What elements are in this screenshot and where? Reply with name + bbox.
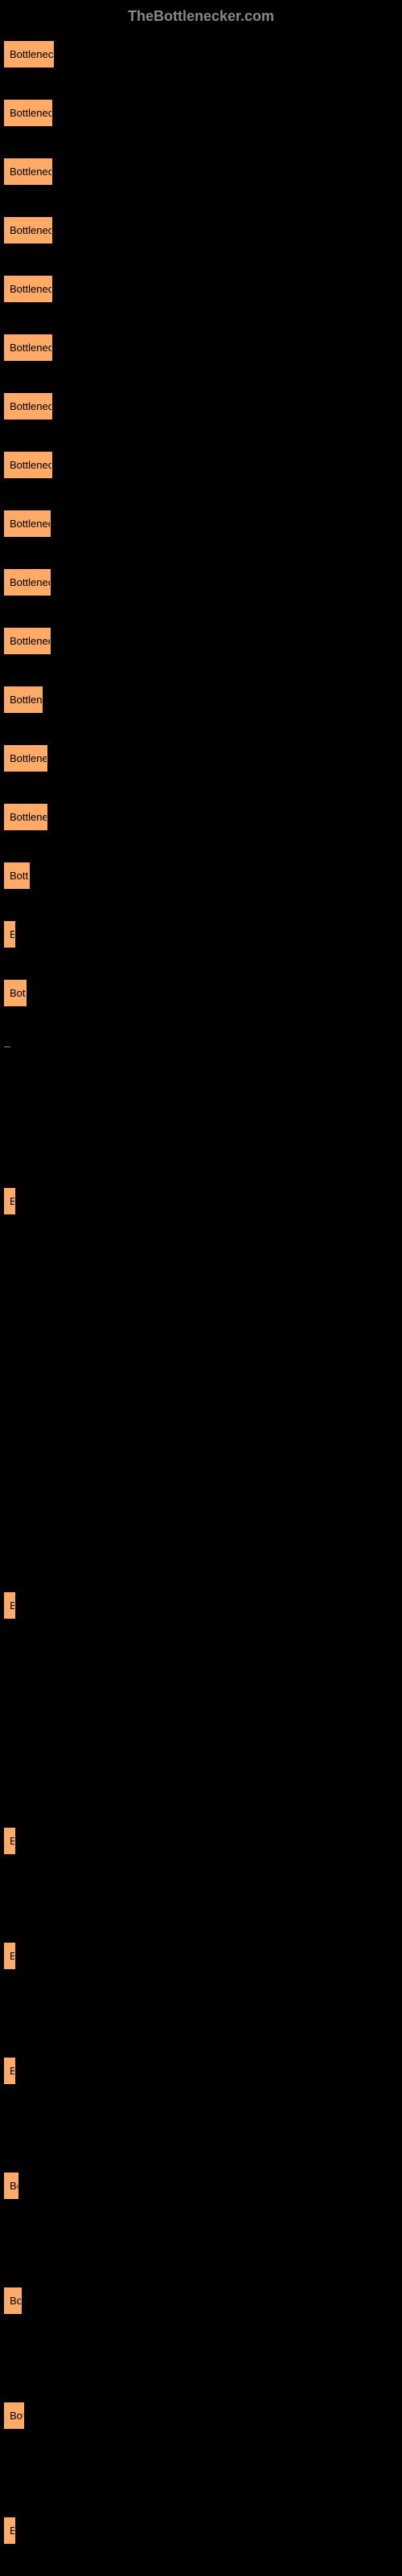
result-item: Bottleneck re <box>4 628 402 658</box>
bottleneck-badge[interactable]: Bo <box>4 1943 15 1969</box>
result-item: Bot <box>4 2173 402 2203</box>
result-item: Bottleneck re <box>4 510 402 541</box>
bottleneck-badge[interactable]: B <box>4 1828 15 1854</box>
site-header: TheBottlenecker.com <box>0 0 402 33</box>
bottleneck-badge[interactable]: Bottleneck <box>4 686 43 713</box>
bottleneck-badge[interactable]: Bottleneck res <box>4 393 52 420</box>
bottleneck-badge[interactable]: Bot <box>4 2173 18 2199</box>
result-item: Bottleneck r <box>4 745 402 776</box>
result-item: Bottleneck re <box>4 569 402 600</box>
result-item: B <box>4 921 402 952</box>
bottleneck-badge[interactable]: Bottleneck re <box>4 510 51 537</box>
results-list: Bottleneck resu Bottleneck res Bottleneck … <box>0 41 402 2548</box>
result-item: Bo <box>4 2058 402 2088</box>
bottleneck-badge[interactable]: Bottler <box>4 862 30 889</box>
bottleneck-badge[interactable]: Bottleneck res <box>4 276 52 302</box>
bottleneck-badge[interactable]: Bottleneck res <box>4 158 52 185</box>
result-item: Bottle <box>4 980 402 1010</box>
result-item: Bottleneck res <box>4 452 402 482</box>
bottleneck-badge[interactable]: Bottleneck re <box>4 628 51 654</box>
bottleneck-badge[interactable]: Bottl <box>4 2402 24 2429</box>
result-item: Bottleneck res <box>4 334 402 365</box>
result-item: Bottleneck resu <box>4 41 402 72</box>
result-item: Bottleneck res <box>4 158 402 189</box>
bottleneck-badge[interactable]: B <box>4 1592 15 1619</box>
bottleneck-badge[interactable]: Bottleneck r <box>4 745 47 772</box>
bottleneck-badge[interactable]: Bo <box>4 1188 15 1214</box>
result-item: Bo <box>4 1943 402 1973</box>
bottleneck-badge[interactable]: Bo <box>4 2517 15 2544</box>
result-item: Bottleneck <box>4 686 402 717</box>
result-item: Bo <box>4 1188 402 1218</box>
site-title: TheBottlenecker.com <box>128 8 274 24</box>
separator-line <box>4 1046 10 1047</box>
result-item: Bottl <box>4 2402 402 2433</box>
bottleneck-badge[interactable]: Bottleneck resu <box>4 41 54 68</box>
bottleneck-badge[interactable]: Bottleneck res <box>4 452 52 478</box>
result-item: B <box>4 1828 402 1858</box>
result-item: Bottleneck res <box>4 100 402 130</box>
bottleneck-badge[interactable]: Bott <box>4 2287 22 2314</box>
bottleneck-badge[interactable]: Bottleneck res <box>4 100 52 126</box>
result-item: Bottleneck res <box>4 276 402 306</box>
bottleneck-badge[interactable]: Bottle <box>4 980 27 1006</box>
bottleneck-badge[interactable]: B <box>4 921 15 948</box>
result-item: Bottleneck r <box>4 804 402 834</box>
result-item: Bottleneck res <box>4 393 402 424</box>
result-item: Bo <box>4 2517 402 2548</box>
result-item: Bottler <box>4 862 402 893</box>
bottleneck-badge[interactable]: Bottleneck res <box>4 334 52 361</box>
result-item: B <box>4 1592 402 1623</box>
bottleneck-badge[interactable]: Bottleneck re <box>4 569 51 596</box>
bottleneck-badge[interactable]: Bottleneck r <box>4 804 47 830</box>
bottleneck-badge[interactable]: Bottleneck res <box>4 217 52 244</box>
result-item: Bottleneck res <box>4 217 402 248</box>
bottleneck-badge[interactable]: Bo <box>4 2058 15 2084</box>
result-item: Bott <box>4 2287 402 2318</box>
